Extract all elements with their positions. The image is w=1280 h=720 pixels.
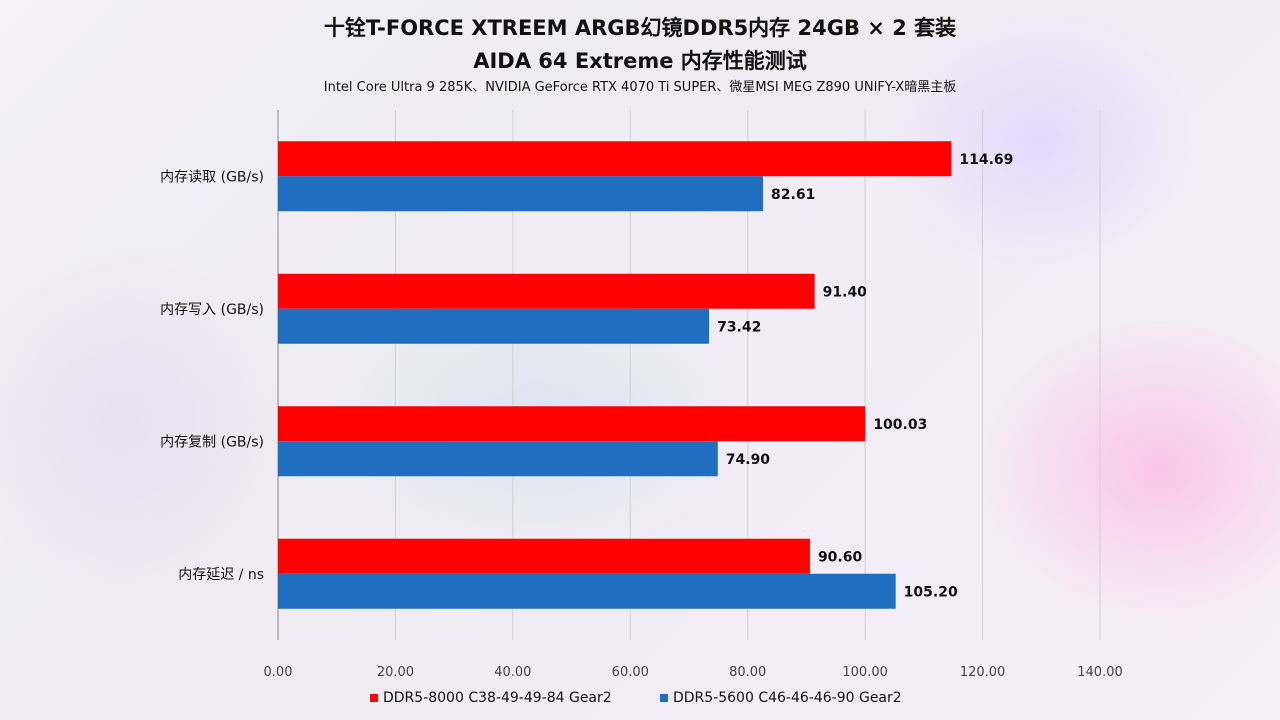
x-tick-label: 140.00 <box>1077 665 1123 680</box>
x-tick-label: 0.00 <box>264 665 293 680</box>
data-label: 105.20 <box>904 584 958 600</box>
x-tick-label: 20.00 <box>377 665 414 680</box>
category-label: 内存写入 (GB/s) <box>160 302 264 318</box>
legend-label-series-2: DDR5-5600 C46-46-46-90 Gear2 <box>673 690 902 706</box>
test-config: Intel Core Ultra 9 285K、NVIDIA GeForce R… <box>323 80 957 95</box>
x-tick-label: 60.00 <box>612 665 649 680</box>
x-tick-label: 120.00 <box>960 665 1006 680</box>
data-label: 114.69 <box>959 152 1013 168</box>
bar <box>278 141 952 177</box>
bar <box>278 176 764 212</box>
legend-swatch-blue <box>660 694 668 702</box>
data-label: 73.42 <box>717 319 761 335</box>
category-label: 内存复制 (GB/s) <box>160 433 264 450</box>
legend-swatch-red <box>370 694 378 702</box>
bar <box>278 441 718 477</box>
category-label: 内存读取 (GB/s) <box>160 168 264 185</box>
data-label: 90.60 <box>818 549 863 565</box>
bar <box>278 273 815 309</box>
data-label: 74.90 <box>726 452 771 468</box>
bar <box>278 573 896 609</box>
bar <box>278 538 810 574</box>
data-label: 100.03 <box>873 417 927 433</box>
x-tick-label: 40.00 <box>494 665 531 680</box>
data-label: 91.40 <box>823 284 868 300</box>
x-tick-label: 80.00 <box>729 665 766 680</box>
data-label: 82.61 <box>771 187 815 203</box>
x-tick-label: 100.00 <box>842 665 888 680</box>
legend-item-series-1: DDR5-8000 C38-49-49-84 Gear2 <box>370 690 612 706</box>
bar <box>278 308 710 344</box>
legend-label-series-1: DDR5-8000 C38-49-49-84 Gear2 <box>383 690 612 706</box>
chart-subtitle: AIDA 64 Extreme 内存性能测试 <box>473 49 807 73</box>
legend-item-series-2: DDR5-5600 C46-46-46-90 Gear2 <box>660 690 902 706</box>
category-label: 内存延迟 / ns <box>178 567 264 583</box>
chart-title: 十铨T-FORCE XTREEM ARGB幻镜DDR5内存 24GB × 2 套… <box>323 16 957 40</box>
bar <box>278 406 866 442</box>
